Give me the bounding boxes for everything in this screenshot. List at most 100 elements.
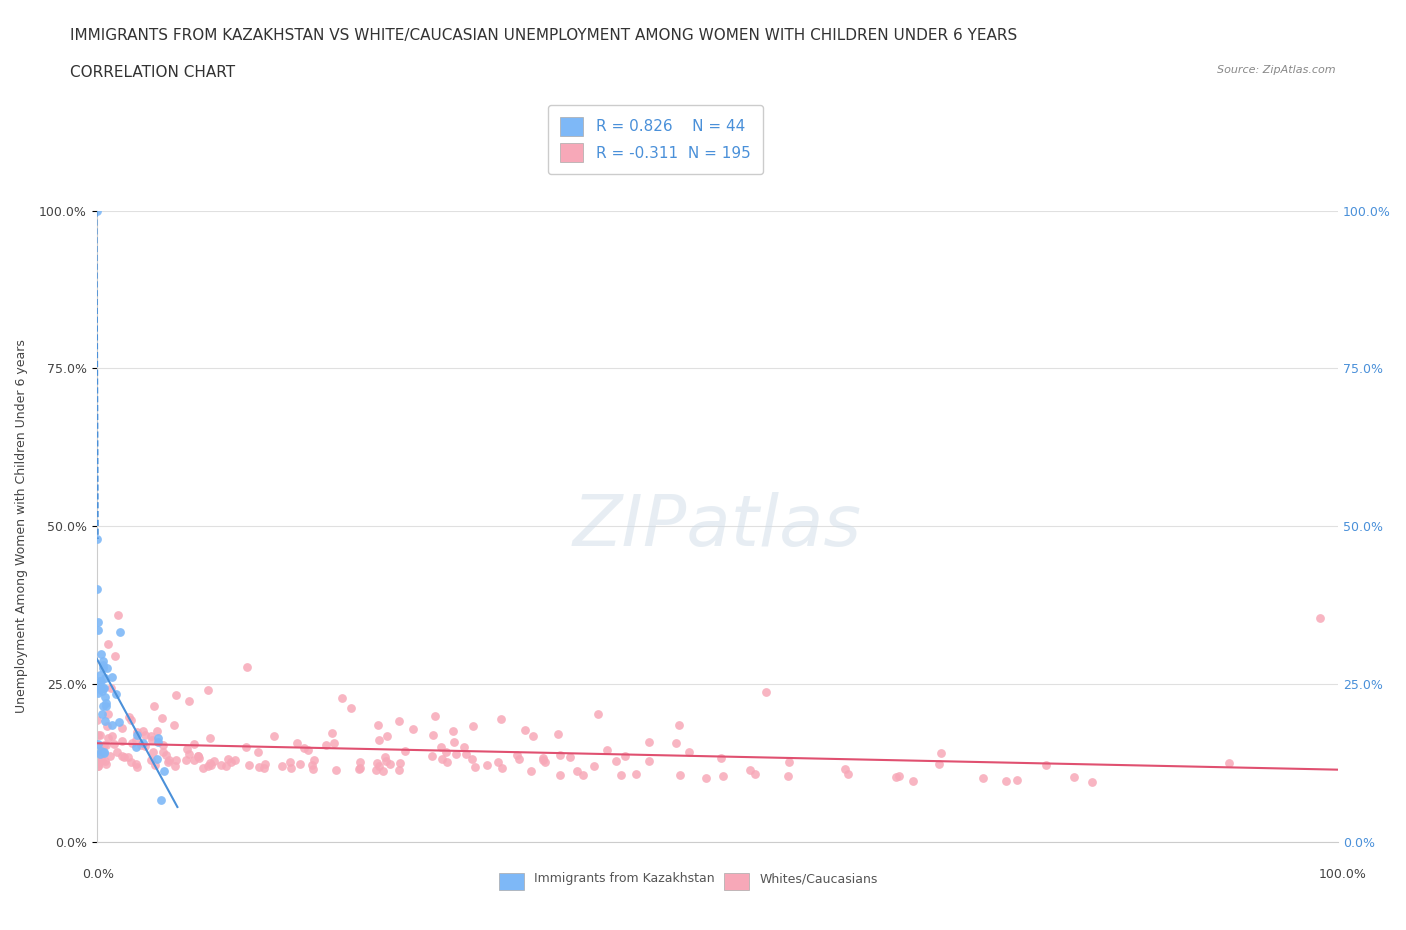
Point [163, 718, 186, 733]
Point [197, 683, 219, 698]
Point [456, 746, 478, 761]
Text: Whites/Caucasians: Whites/Caucasians [759, 872, 877, 885]
Point [187, 749, 209, 764]
Point [972, 771, 994, 786]
Point [87, 756, 110, 771]
Point [508, 751, 530, 766]
Point [90, 673, 112, 688]
Point [596, 742, 619, 757]
Point [111, 734, 134, 749]
Point [884, 770, 907, 785]
Point [125, 732, 148, 747]
Point [105, 745, 128, 760]
Point [711, 769, 734, 784]
Point [152, 745, 174, 760]
Point [141, 752, 163, 767]
Point [132, 735, 155, 750]
Point [87, 759, 110, 774]
Point [695, 771, 717, 786]
Point [668, 717, 690, 732]
Point [402, 722, 425, 737]
Point [120, 712, 142, 727]
Point [146, 735, 169, 750]
Point [347, 762, 370, 777]
Point [145, 751, 167, 766]
Point [349, 761, 371, 776]
Point [837, 766, 859, 781]
Point [89, 751, 111, 765]
Point [183, 737, 205, 751]
Point [1080, 775, 1102, 790]
Point [118, 710, 141, 724]
Point [200, 756, 222, 771]
Point [90, 684, 112, 698]
Point [89, 673, 111, 688]
Point [235, 739, 257, 754]
Point [422, 727, 444, 742]
Point [366, 756, 388, 771]
Point [486, 754, 509, 769]
Point [301, 758, 323, 773]
Point [96, 737, 118, 752]
Point [94, 757, 117, 772]
Point [153, 764, 176, 778]
Point [86, 204, 108, 219]
Point [565, 764, 588, 778]
Point [93, 714, 115, 729]
Point [665, 736, 688, 751]
Point [610, 768, 633, 783]
Point [87, 728, 110, 743]
Point [374, 750, 396, 764]
Point [367, 759, 389, 774]
Point [425, 708, 447, 723]
Point [87, 681, 110, 696]
Point [668, 767, 690, 782]
Point [93, 746, 115, 761]
Point [436, 755, 458, 770]
Point [108, 714, 131, 729]
Point [506, 747, 529, 762]
Point [94, 671, 117, 685]
Point [678, 744, 700, 759]
Point [534, 755, 557, 770]
Point [90, 752, 112, 767]
Point [461, 718, 484, 733]
Point [322, 735, 344, 750]
Point [139, 728, 162, 743]
Point [349, 755, 371, 770]
Point [100, 670, 122, 684]
Point [330, 691, 353, 706]
Point [163, 759, 186, 774]
Point [247, 760, 270, 775]
Text: 100.0%: 100.0% [1319, 868, 1367, 881]
Point [124, 739, 146, 754]
Point [531, 751, 554, 765]
Point [301, 762, 323, 777]
Point [443, 735, 465, 750]
Point [209, 758, 232, 773]
Point [586, 706, 609, 721]
Point [778, 755, 800, 770]
Point [637, 735, 659, 750]
Point [86, 615, 108, 630]
Point [157, 752, 180, 767]
Point [367, 718, 389, 733]
Point [125, 757, 148, 772]
Point [637, 753, 659, 768]
Point [191, 761, 214, 776]
Point [533, 753, 555, 768]
Point [93, 680, 115, 695]
Point [560, 750, 582, 764]
Point [994, 774, 1017, 789]
Point [101, 717, 124, 732]
Point [87, 685, 110, 700]
Point [738, 763, 761, 777]
Point [489, 711, 512, 726]
Point [91, 681, 114, 696]
Point [547, 726, 569, 741]
Y-axis label: Unemployment Among Women with Children Under 6 years: Unemployment Among Women with Children U… [15, 339, 28, 713]
Point [430, 739, 453, 754]
Point [778, 768, 800, 783]
Point [461, 751, 484, 766]
Point [86, 751, 108, 766]
